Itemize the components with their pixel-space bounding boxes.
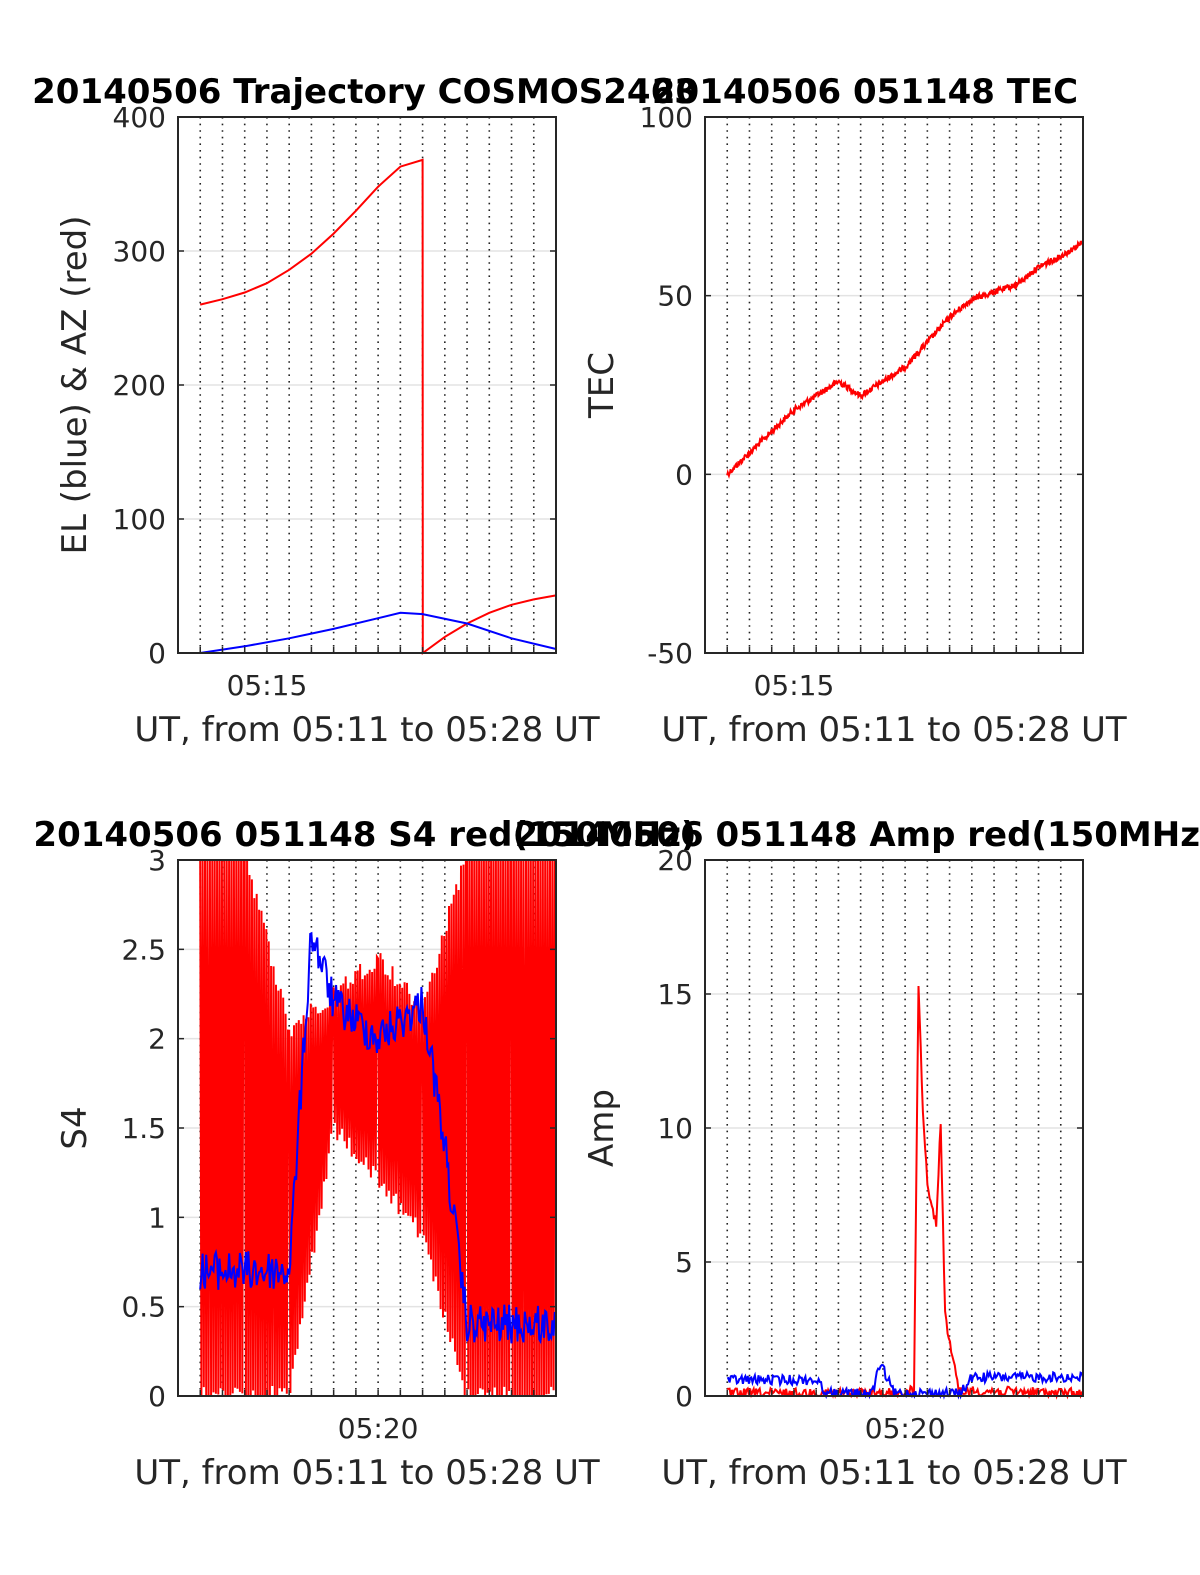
series-line-1 — [199, 859, 556, 1397]
y-tick-label: 15 — [657, 978, 693, 1011]
chart-panel-3: 0 0.5 1 1.5 2 2.5 3 05:20 UT, from 05:11 to 05:2… — [33, 815, 696, 1493]
y-tick-label: 0 — [675, 1380, 693, 1413]
x-axis-label: UT, from 05:11 to 05:28 UT — [134, 710, 600, 750]
y-axis-label: TEC — [582, 352, 622, 419]
y-tick-label: 300 — [113, 235, 166, 268]
x-axis-label: UT, from 05:11 to 05:28 UT — [661, 710, 1127, 750]
y-tick-label: 100 — [113, 503, 166, 536]
chart-title: 20140506 051148 Amp red(150MHz) — [514, 815, 1200, 855]
series-line-1 — [726, 239, 1084, 480]
y-axis-label: S4 — [55, 1106, 95, 1149]
y-tick-label: 3 — [148, 844, 166, 877]
y-axis-label: Amp — [582, 1089, 622, 1167]
y-tick-label: 200 — [113, 369, 166, 402]
y-tick-label: 0 — [148, 1380, 166, 1413]
y-tick-label: 2.5 — [121, 933, 166, 966]
chart-panel-2: -50 0 50 100 05:15 UT, from 05:11 to 05:28 UT… — [582, 72, 1127, 750]
chart-panel-1: 0 100 200 300 400 05:15 UT, from 05:11 to 05:2… — [32, 72, 698, 750]
y-tick-label: -50 — [647, 637, 693, 670]
y-tick-label: 100 — [640, 101, 693, 134]
y-tick-label: 20 — [657, 844, 693, 877]
y-tick-label: 0 — [148, 637, 166, 670]
series-line-2 — [200, 611, 557, 654]
axes-box — [704, 116, 1084, 654]
x-axis-label: UT, from 05:11 to 05:28 UT — [661, 1453, 1127, 1493]
y-tick-label: 1.5 — [121, 1112, 166, 1145]
series-line-2 — [199, 931, 557, 1345]
y-tick-label: 2 — [148, 1023, 166, 1056]
chart-panel-4: 0 5 10 15 20 05:20 UT, from 05:11 to 05:28 UT A… — [514, 815, 1200, 1493]
chart-title: 20140506 051148 TEC — [652, 72, 1078, 112]
x-tick-label: 05:15 — [754, 669, 835, 702]
series-line-1 — [199, 158, 557, 655]
y-tick-label: 1 — [148, 1201, 166, 1234]
chart-title: 20140506 051148 S4 red(150MHz) — [33, 815, 696, 855]
y-axis-label: EL (blue) & AZ (red) — [55, 215, 95, 554]
x-axis-label: UT, from 05:11 to 05:28 UT — [134, 1453, 600, 1493]
x-tick-label: 05:20 — [338, 1412, 419, 1445]
y-tick-label: 400 — [113, 101, 166, 134]
y-tick-label: 5 — [675, 1246, 693, 1279]
x-tick-label: 05:20 — [865, 1412, 946, 1445]
chart-title: 20140506 Trajectory COSMOS2463 — [32, 72, 698, 112]
x-tick-label: 05:15 — [227, 669, 308, 702]
y-tick-label: 50 — [657, 280, 693, 313]
y-tick-label: 0 — [675, 458, 693, 491]
y-tick-label: 10 — [657, 1112, 693, 1145]
y-tick-label: 0.5 — [121, 1291, 166, 1324]
